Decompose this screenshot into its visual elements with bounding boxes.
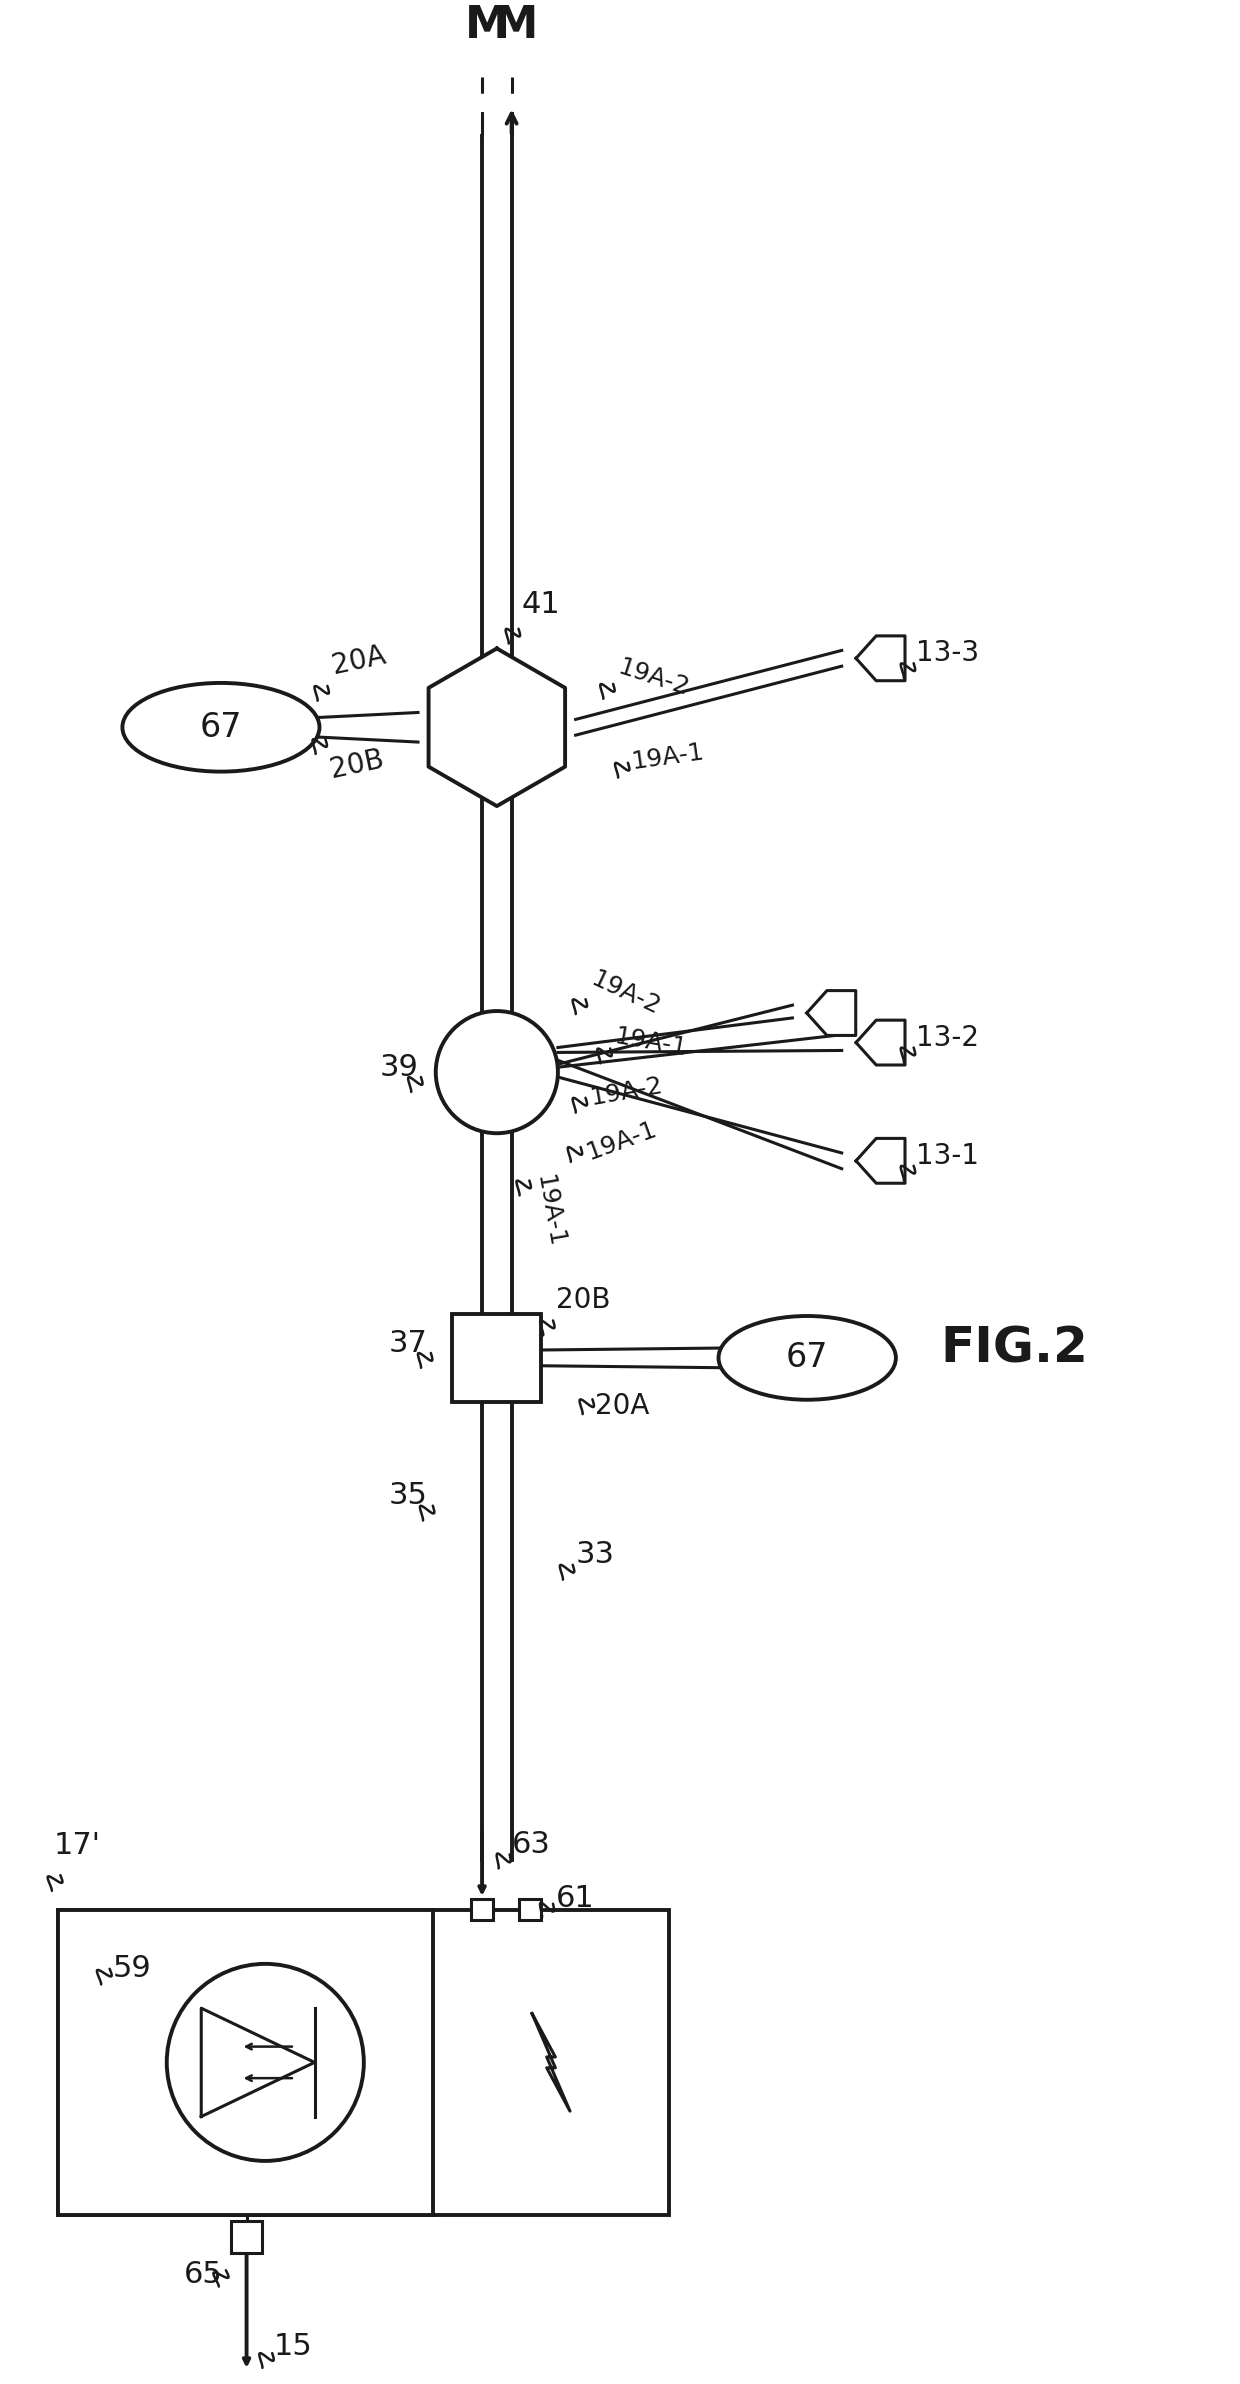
- Polygon shape: [807, 992, 856, 1035]
- Ellipse shape: [123, 682, 320, 772]
- Text: 19A-2: 19A-2: [588, 1073, 665, 1111]
- Text: 13-2: 13-2: [915, 1023, 978, 1051]
- Text: 35: 35: [389, 1480, 428, 1511]
- Text: 19A-1: 19A-1: [531, 1173, 568, 1249]
- Text: 65: 65: [185, 2260, 223, 2289]
- Text: 19A-1: 19A-1: [583, 1118, 660, 1166]
- Bar: [58, 1910, 433, 2215]
- Circle shape: [435, 1011, 558, 1132]
- Text: 20B: 20B: [556, 1285, 610, 1314]
- Text: 19A-1: 19A-1: [613, 1025, 688, 1061]
- Text: 20B: 20B: [327, 746, 387, 784]
- Text: 13-1: 13-1: [915, 1142, 978, 1171]
- Polygon shape: [429, 648, 565, 806]
- Text: 17': 17': [53, 1831, 100, 1860]
- Text: FIG.2: FIG.2: [940, 1323, 1087, 1373]
- Text: 20A: 20A: [595, 1392, 650, 1421]
- Text: 41: 41: [522, 589, 560, 620]
- Text: 13-3: 13-3: [915, 639, 978, 668]
- Text: M: M: [495, 5, 538, 48]
- Polygon shape: [856, 1020, 905, 1066]
- Text: 39: 39: [379, 1054, 418, 1082]
- Text: 19A-2: 19A-2: [588, 968, 665, 1020]
- Text: 67: 67: [200, 710, 242, 744]
- Text: 63: 63: [512, 1831, 551, 1860]
- Bar: [231, 2222, 263, 2253]
- Bar: [453, 1314, 541, 1402]
- Text: 20A: 20A: [330, 641, 388, 679]
- Polygon shape: [856, 637, 905, 682]
- Polygon shape: [856, 1140, 905, 1182]
- Text: 67: 67: [786, 1342, 828, 1376]
- Bar: [520, 1898, 541, 1922]
- Bar: [471, 1898, 492, 1922]
- Polygon shape: [201, 2007, 315, 2117]
- Text: 15: 15: [274, 2332, 312, 2360]
- Circle shape: [166, 1964, 363, 2160]
- Text: M: M: [465, 5, 510, 48]
- Text: 61: 61: [556, 1883, 595, 1914]
- Text: 19A-1: 19A-1: [630, 739, 706, 775]
- Ellipse shape: [718, 1316, 895, 1399]
- Text: 59: 59: [113, 1955, 151, 1983]
- Text: 37: 37: [389, 1328, 428, 1356]
- Bar: [58, 1910, 670, 2215]
- Text: 33: 33: [575, 1540, 615, 1569]
- Text: 19A-2: 19A-2: [615, 656, 692, 701]
